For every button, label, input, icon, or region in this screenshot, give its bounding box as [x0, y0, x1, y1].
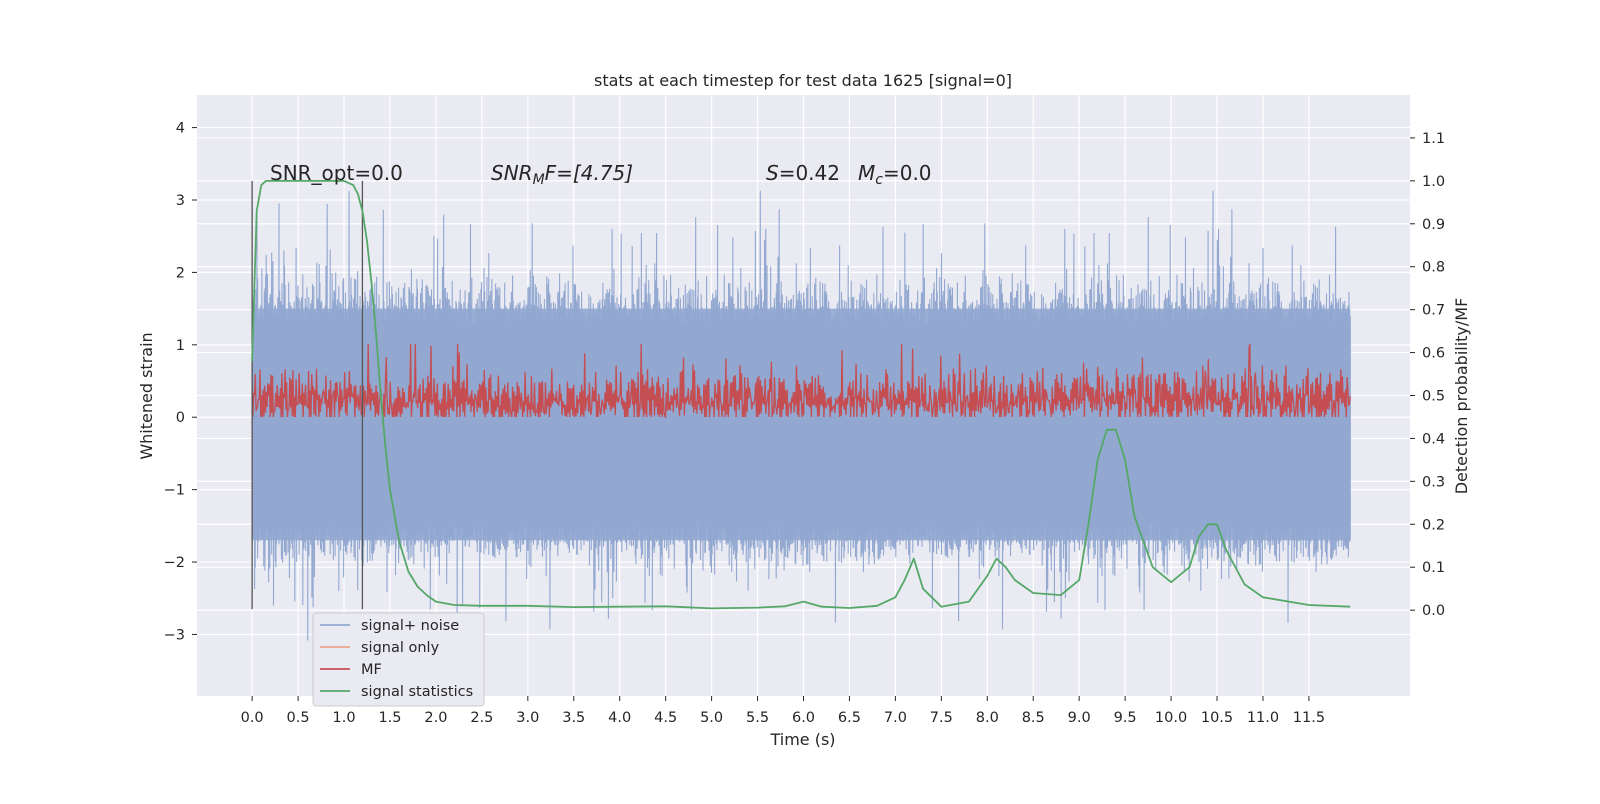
- right-y-axis-label: Detection probability/MF: [1452, 298, 1471, 495]
- legend-entry-signal-only: signal only: [361, 640, 440, 656]
- vertical-markers: [251, 180, 364, 610]
- legend-entry-mf: MF: [361, 662, 382, 678]
- y-tick-label-left: −1: [164, 483, 185, 499]
- y-tick-label-right: 0.1: [1422, 560, 1445, 576]
- y-tick-label-right: 0.2: [1422, 517, 1445, 533]
- x-tick-label: 4.5: [654, 710, 677, 726]
- x-tick-label: 10.5: [1201, 710, 1233, 726]
- s-annotation: S=0.42: [766, 161, 840, 185]
- snr-mf-annotation: SNRMF=[4.75]: [491, 161, 633, 188]
- right-y-axis-ticks: 0.0 0.1 0.2 0.3 0.4 0.5 0.6 0.7 0.8 0.9 1.0 1.1: [1410, 131, 1445, 619]
- y-tick-label-left: 2: [176, 265, 185, 281]
- s-val: =0.42: [779, 161, 840, 185]
- y-tick-label-right: 0.3: [1422, 474, 1445, 490]
- y-tick-label-left: −2: [164, 555, 185, 571]
- mf-trace: [251, 343, 1351, 419]
- y-tick-label-right: 0.4: [1422, 431, 1445, 447]
- mc-val: =0.0: [883, 161, 932, 185]
- left-y-axis-label: Whitened strain: [137, 332, 156, 459]
- x-tick-label: 11.5: [1293, 710, 1325, 726]
- x-tick-label: 8.5: [1022, 710, 1045, 726]
- x-tick-label: 7.0: [884, 710, 907, 726]
- y-tick-label-right: 1.1: [1422, 131, 1445, 147]
- x-tick-label: 3.0: [516, 710, 539, 726]
- mc-sub: c: [875, 172, 883, 188]
- x-tick-label: 10.0: [1155, 710, 1187, 726]
- stats-line: [251, 180, 1351, 610]
- x-tick-label: 4.0: [608, 710, 631, 726]
- x-tick-label: 11.0: [1247, 710, 1279, 726]
- x-tick-label: 6.0: [792, 710, 815, 726]
- y-tick-label-right: 0.6: [1422, 346, 1445, 362]
- y-tick-label-right: 0.9: [1422, 217, 1445, 233]
- x-tick-label: 0.5: [287, 710, 310, 726]
- x-tick-label: 1.5: [378, 710, 401, 726]
- chart-title: stats at each timestep for test data 162…: [594, 71, 1012, 90]
- x-tick-label: 2.5: [470, 710, 493, 726]
- x-tick-label: 2.0: [424, 710, 447, 726]
- x-axis-label: Time (s): [769, 730, 835, 749]
- y-tick-label-right: 0.7: [1422, 303, 1445, 319]
- y-tick-label-left: 3: [176, 193, 185, 209]
- x-tick-label: 5.0: [700, 710, 723, 726]
- x-tick-label: 5.5: [746, 710, 769, 726]
- mc-var: M: [858, 161, 875, 185]
- x-tick-label: 8.0: [976, 710, 999, 726]
- y-tick-label-right: 1.0: [1422, 174, 1445, 190]
- legend-box: [312, 612, 485, 707]
- noise-line: [251, 190, 1351, 641]
- y-tick-label-right: 0.8: [1422, 260, 1445, 276]
- signal-statistics-trace: [251, 180, 1351, 610]
- snr-mf-suffix: F=[4.75]: [545, 161, 633, 185]
- signal-noise-trace: [251, 190, 1351, 641]
- snr-mf-prefix: SNR: [491, 161, 533, 185]
- x-tick-label: 7.5: [930, 710, 953, 726]
- snr-mf-sub: M: [533, 172, 545, 188]
- y-tick-label-left: 1: [176, 338, 185, 354]
- y-tick-label-right: 0.0: [1422, 603, 1445, 619]
- x-axis-ticks: 0.0 0.5 1.0 1.5 2.0 2.5 3.0 3.5 4.0 4.5 5.0 5.5 6.0 6…: [241, 696, 1325, 726]
- y-tick-label-left: 4: [176, 121, 185, 137]
- s-var: S: [766, 161, 779, 185]
- x-tick-label: 1.0: [332, 710, 355, 726]
- x-tick-label: 3.5: [562, 710, 585, 726]
- x-tick-label: 6.5: [838, 710, 861, 726]
- legend-entry-noise: signal+ noise: [361, 618, 459, 634]
- x-tick-label: 0.0: [241, 710, 264, 726]
- mf-line: [251, 343, 1351, 419]
- x-tick-label: 9.5: [1114, 710, 1137, 726]
- left-y-axis-ticks: −3 −2 −1 0 1 2 3 4: [164, 121, 197, 643]
- legend-entry-stats: signal statistics: [361, 684, 473, 700]
- y-tick-label-left: −3: [164, 627, 185, 643]
- mc-annotation: Mc=0.0: [858, 161, 932, 188]
- snr-opt-annotation: SNR_opt=0.0: [270, 161, 403, 185]
- y-tick-label-left: 0: [176, 410, 185, 426]
- y-tick-label-right: 0.5: [1422, 389, 1445, 405]
- legend: signal+ noise signal only MF signal stat…: [312, 612, 485, 707]
- x-tick-label: 9.0: [1068, 710, 1091, 726]
